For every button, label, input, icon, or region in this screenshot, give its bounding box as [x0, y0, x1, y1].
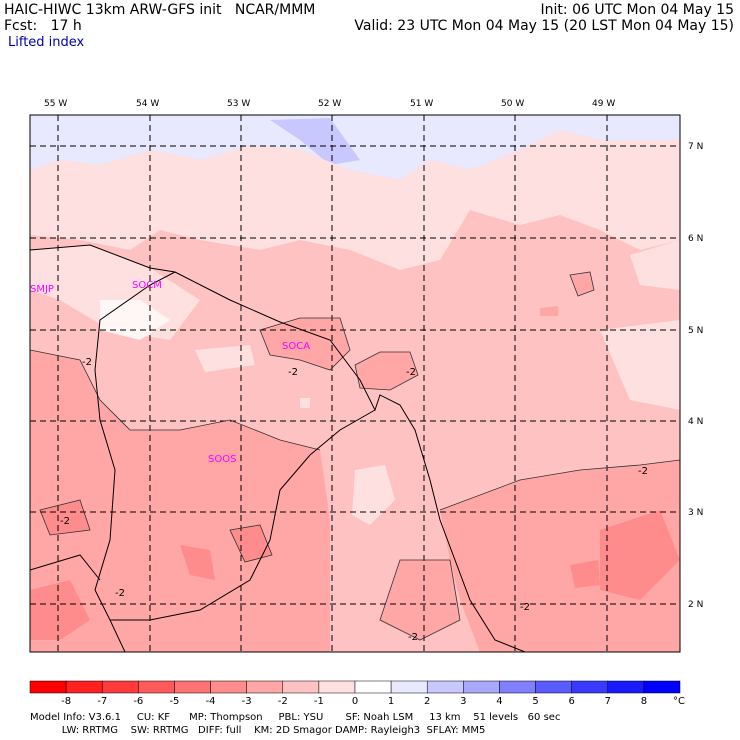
valid-time: Valid: 23 UTC Mon 04 May 15 (20 LST Mon … [354, 18, 734, 34]
colorbar-tick-label: -8 [61, 696, 71, 707]
colorbar-swatch [463, 680, 500, 694]
longitude-label: 51 W [410, 99, 433, 109]
colorbar-tick-label: 8 [641, 696, 647, 707]
latitude-label: 5 N [688, 326, 703, 336]
colorbar-swatch [29, 680, 67, 694]
colorbar-tick-label: 3 [460, 696, 466, 707]
colorbar-tick-label: 7 [605, 696, 611, 707]
map-frame [29, 114, 681, 653]
latitude-label: 2 N [688, 600, 703, 610]
colorbar-tick-label: 6 [568, 696, 574, 707]
contour-label: -2 [638, 466, 648, 477]
colorbar-swatch [390, 680, 428, 694]
contour-label: -2 [60, 516, 70, 527]
colorbar-tick-label: -2 [278, 696, 288, 707]
longitude-label: 54 W [136, 99, 159, 109]
colorbar-swatch [499, 680, 536, 694]
station-labels: SMJP SOCM SOCA SOOS [30, 280, 310, 465]
colorbar-tick-label: -4 [206, 696, 216, 707]
contour-labels: -2 -2 -2 -2 -2 -2 -2 -2 [60, 357, 648, 643]
colorbar-tick-label: 4 [496, 696, 502, 707]
colorbar-swatch [101, 680, 139, 694]
colorbar-tick-label: -3 [242, 696, 252, 707]
station-label: SMJP [30, 284, 54, 295]
colorbar-swatch [210, 680, 247, 694]
longitude-label: 53 W [227, 99, 250, 109]
contour-label: -2 [520, 602, 530, 613]
station-label: SOCM [132, 280, 162, 291]
variable-name: Lifted index [8, 35, 85, 50]
colorbar-swatch [571, 680, 609, 694]
colorbar-swatch [246, 680, 284, 694]
colorbar-labels: -8 -7 -6 -5 -4 -3 -2 -1 0 1 2 3 4 5 6 7 8 [61, 696, 647, 707]
colorbar-swatch [607, 680, 645, 694]
latitude-label: 7 N [688, 142, 703, 152]
station-label: SOOS [208, 454, 236, 465]
colorbar-swatch [535, 680, 572, 694]
colorbar-swatch [426, 680, 464, 694]
model-info-line-1: Model Info: V3.6.1 CU: KF MP: Thompson P… [30, 712, 561, 723]
longitude-label: 49 W [592, 99, 615, 109]
contour-label: -2 [82, 357, 92, 368]
model-title: HAIC-HIWC 13km ARW-GFS init NCAR/MMM [4, 2, 316, 18]
colorbar-swatch [643, 680, 681, 694]
station-label: SOCA [282, 341, 310, 352]
latitude-label: 3 N [688, 508, 703, 518]
country-boundaries [30, 244, 526, 652]
longitude-labels: 55 W 54 W 53 W 52 W 51 W 50 W 49 W [44, 99, 615, 109]
colorbar-tick-label: 0 [352, 696, 358, 707]
colorbar-swatch [138, 680, 175, 694]
colorbar-tick-label: -1 [314, 696, 324, 707]
forecast-hour: Fcst: 17 h [4, 18, 82, 34]
colorbar-swatch [354, 680, 392, 694]
colorbar-tick-label: -7 [97, 696, 107, 707]
colorbar-tick-label: 2 [424, 696, 430, 707]
colorbar-unit: °C [673, 696, 685, 707]
latitude-label: 4 N [688, 417, 703, 427]
shaded-field [30, 115, 680, 652]
colorbar-tick-label: -5 [169, 696, 179, 707]
colorbar-swatch [65, 680, 103, 694]
colorbar-swatch [318, 680, 356, 694]
latitude-label: 6 N [688, 234, 703, 244]
colorbar-tick-label: 5 [532, 696, 538, 707]
latitude-labels: 7 N 6 N 5 N 4 N 3 N 2 N [688, 142, 703, 610]
contour-label: -2 [288, 367, 298, 378]
longitude-label: 52 W [318, 99, 341, 109]
model-info-line-2: LW: RRTMG SW: RRTMG DIFF: full KM: 2D Sm… [30, 725, 486, 736]
colorbar-swatch [174, 680, 211, 694]
longitude-label: 55 W [44, 99, 67, 109]
colorbar-tick-label: 1 [388, 696, 394, 707]
colorbar-tick-label: -6 [133, 696, 143, 707]
contour-lines [30, 271, 680, 641]
contour-label: -2 [408, 632, 418, 643]
contour-label: -2 [406, 367, 416, 378]
colorbar [29, 680, 681, 694]
init-time: Init: 06 UTC Mon 04 May 15 [540, 2, 734, 18]
colorbar-swatch [282, 680, 320, 694]
contour-label: -2 [115, 588, 125, 599]
longitude-label: 50 W [501, 99, 524, 109]
